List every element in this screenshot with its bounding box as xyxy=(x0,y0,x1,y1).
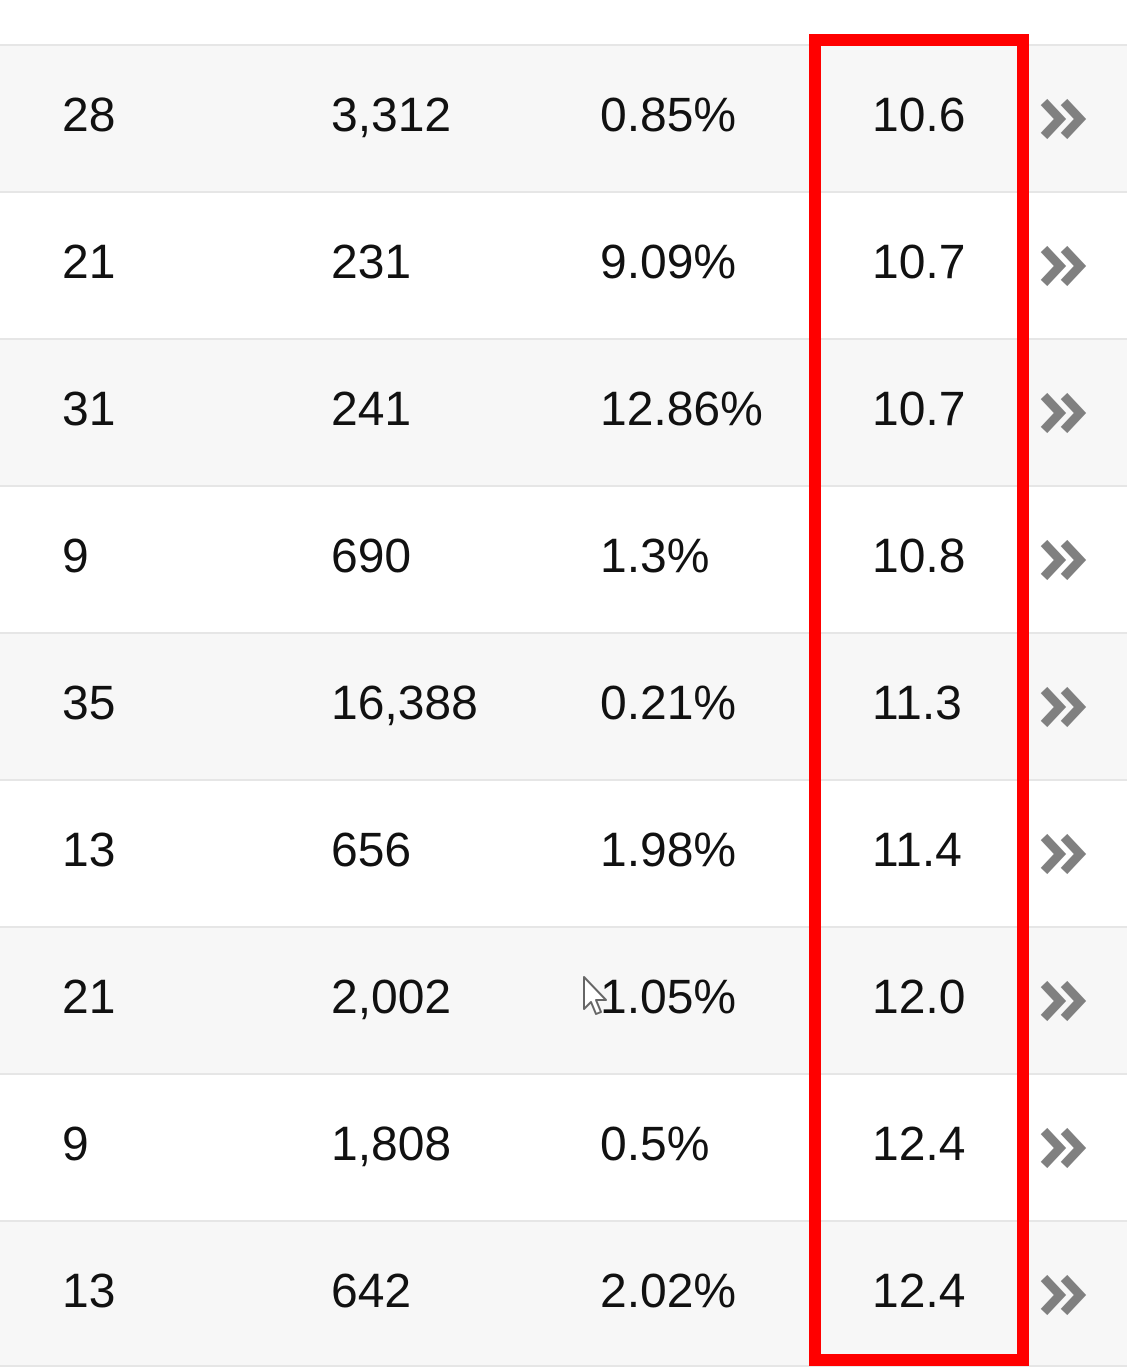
cell-col3: 9.09% xyxy=(600,236,737,289)
double-chevron-right-icon[interactable] xyxy=(1040,537,1096,583)
table-row: 31 241 12.86% 10.7 xyxy=(0,338,1127,485)
cell-col4: 10.7 xyxy=(872,383,966,436)
double-chevron-right-icon[interactable] xyxy=(1040,243,1096,289)
cell-col3: 2.02% xyxy=(600,1265,737,1318)
cell-col3: 12.86% xyxy=(600,383,763,436)
double-chevron-right-icon[interactable] xyxy=(1040,96,1096,142)
cell-col3: 0.85% xyxy=(600,89,737,142)
table-row: 13 656 1.98% 11.4 xyxy=(0,779,1127,926)
cell-col4: 12.4 xyxy=(872,1265,966,1318)
table-row: 9 690 1.3% 10.8 xyxy=(0,485,1127,632)
cell-col4: 12.4 xyxy=(872,1118,966,1171)
cell-col4: 11.3 xyxy=(872,677,962,730)
double-chevron-right-icon[interactable] xyxy=(1040,831,1096,877)
cell-col2: 2,002 xyxy=(331,971,452,1024)
cell-col2: 690 xyxy=(331,530,412,583)
cell-col4: 12.0 xyxy=(872,971,966,1024)
cell-col4: 10.6 xyxy=(872,89,966,142)
table-row: 9 1,808 0.5% 12.4 xyxy=(0,1073,1127,1220)
double-chevron-right-icon[interactable] xyxy=(1040,978,1096,1024)
table-row: 35 16,388 0.21% 11.3 xyxy=(0,632,1127,779)
cell-col3: 1.05% xyxy=(600,971,737,1024)
table-row: 21 2,002 1.05% 12.0 xyxy=(0,926,1127,1073)
double-chevron-right-icon[interactable] xyxy=(1040,1272,1096,1318)
cell-col1: 28 xyxy=(62,89,116,142)
cell-col1: 21 xyxy=(62,971,116,1024)
double-chevron-right-icon[interactable] xyxy=(1040,390,1096,436)
cell-col2: 231 xyxy=(331,236,412,289)
cell-col2: 16,388 xyxy=(331,677,478,730)
cell-col3: 1.98% xyxy=(600,824,737,877)
cell-col1: 9 xyxy=(62,1118,89,1171)
cell-col4: 10.8 xyxy=(872,530,966,583)
cell-col3: 0.5% xyxy=(600,1118,710,1171)
cell-col1: 13 xyxy=(62,1265,116,1318)
cell-col2: 656 xyxy=(331,824,412,877)
cell-col2: 241 xyxy=(331,383,412,436)
data-table: 28 3,312 0.85% 10.6 21 231 9.09% 10.7 31… xyxy=(0,44,1127,1367)
cell-col4: 11.4 xyxy=(872,824,962,877)
table-row: 28 3,312 0.85% 10.6 xyxy=(0,44,1127,191)
cell-col4: 10.7 xyxy=(872,236,966,289)
cell-col1: 31 xyxy=(62,383,116,436)
table-row: 13 642 2.02% 12.4 xyxy=(0,1220,1127,1367)
cell-col1: 35 xyxy=(62,677,116,730)
double-chevron-right-icon[interactable] xyxy=(1040,1125,1096,1171)
cell-col1: 13 xyxy=(62,824,116,877)
cell-col1: 9 xyxy=(62,530,89,583)
cell-col3: 0.21% xyxy=(600,677,737,730)
table-row: 21 231 9.09% 10.7 xyxy=(0,191,1127,338)
cell-col2: 3,312 xyxy=(331,89,452,142)
double-chevron-right-icon[interactable] xyxy=(1040,684,1096,730)
cell-col2: 642 xyxy=(331,1265,412,1318)
cell-col3: 1.3% xyxy=(600,530,710,583)
cell-col2: 1,808 xyxy=(331,1118,452,1171)
cell-col1: 21 xyxy=(62,236,116,289)
